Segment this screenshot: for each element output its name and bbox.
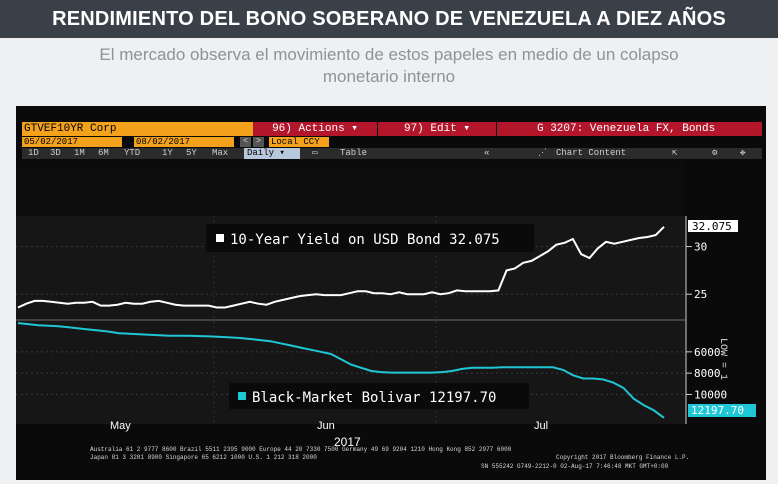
yield-30-tick-label: 30 bbox=[694, 241, 707, 254]
bolivar-6000-tick-label: 6000 bbox=[694, 346, 721, 359]
yield-last-value: 32.075 bbox=[692, 220, 732, 233]
month-label-jun: Jun bbox=[317, 420, 335, 432]
graph-title: G 3207: Venezuela FX, Bonds bbox=[497, 122, 762, 136]
range-1d[interactable]: 1D bbox=[28, 148, 39, 158]
blank-chart-band bbox=[16, 161, 686, 216]
settings-gear-icon[interactable]: ⚙ bbox=[712, 148, 718, 158]
period-select[interactable]: Daily ▾ bbox=[244, 148, 300, 159]
yield-legend-swatch bbox=[216, 234, 224, 242]
range-ytd[interactable]: YTD bbox=[124, 148, 141, 158]
options-icon[interactable]: ✥ bbox=[740, 148, 746, 158]
yield-legend-label: 10-Year Yield on USD Bond 32.075 bbox=[230, 232, 500, 248]
subtitle-line-1: El mercado observa el movimiento de esto… bbox=[99, 45, 679, 64]
expand-icon[interactable]: ⇱ bbox=[672, 148, 678, 158]
range-1m[interactable]: 1M bbox=[74, 148, 85, 158]
yield-last-value-badge bbox=[688, 220, 738, 232]
chart-type-icon[interactable]: ▭ bbox=[312, 148, 318, 158]
bolivar-legend-swatch bbox=[238, 392, 246, 400]
range-3d[interactable]: 3D bbox=[50, 148, 61, 158]
edit-menu[interactable]: 97) Edit ▾ bbox=[378, 122, 496, 136]
date-next-button[interactable]: > bbox=[253, 137, 264, 147]
month-label-may: May bbox=[110, 420, 131, 432]
terminal-top-bar: GTVEF10YR Corp 96) Actions ▾ 97) Edit ▾ … bbox=[22, 122, 762, 136]
ticker-field[interactable]: GTVEF10YR Corp bbox=[22, 122, 253, 136]
bloomberg-terminal: GTVEF10YR Corp 96) Actions ▾ 97) Edit ▾ … bbox=[16, 106, 766, 480]
bolivar-legend-label: Black-Market Bolivar 12197.70 bbox=[252, 390, 496, 406]
bolivar-axis-ticks: 6000 8000 10000 bbox=[686, 346, 727, 401]
yield-legend-box bbox=[206, 224, 534, 252]
chart-content-button[interactable]: Chart Content bbox=[556, 148, 627, 158]
actions-menu[interactable]: 96) Actions ▾ bbox=[253, 122, 377, 136]
headline: RENDIMIENTO DEL BONO SOBERANO DE VENEZUE… bbox=[0, 0, 778, 38]
range-5y[interactable]: 5Y bbox=[186, 148, 197, 158]
subtitle: El mercado observa el movimiento de esto… bbox=[0, 44, 778, 88]
bolivar-series-line bbox=[17, 322, 665, 419]
currency-select[interactable]: Local CCY bbox=[269, 137, 329, 147]
date-bar: 05/02/2017 08/02/2017 < > Local CCY bbox=[22, 136, 762, 148]
yield-25-tick-label: 25 bbox=[694, 288, 707, 301]
low-label: LOW = 1 bbox=[717, 338, 728, 381]
table-button[interactable]: Table bbox=[340, 148, 368, 158]
bolivar-legend-box bbox=[229, 383, 529, 409]
bolivar-last-value: 12197.70 bbox=[691, 404, 744, 417]
footer-phones-1: Australia 61 2 9777 8600 Brazil 5511 239… bbox=[90, 446, 512, 453]
range-1y[interactable]: 1Y bbox=[162, 148, 173, 158]
range-max[interactable]: Max bbox=[212, 148, 229, 158]
range-bar: 1D 3D 1M 6M YTD 1Y 5Y Max Daily ▾ ▭ Tabl… bbox=[22, 148, 762, 159]
bolivar-10000-tick-label: 10000 bbox=[694, 388, 727, 401]
start-date-field[interactable]: 05/02/2017 bbox=[22, 137, 122, 147]
end-date-field[interactable]: 08/02/2017 bbox=[134, 137, 234, 147]
bolivar-last-value-badge bbox=[688, 404, 756, 417]
date-prev-button[interactable]: < bbox=[240, 137, 251, 147]
footer-copyright: Copyright 2017 Bloomberg Finance L.P. bbox=[556, 454, 690, 461]
chart-content-icon[interactable]: ⋰ bbox=[538, 148, 547, 158]
yield-series-line bbox=[17, 226, 665, 309]
yield-axis-ticks: 25 30 bbox=[686, 241, 707, 301]
subtitle-line-2: monetario interno bbox=[322, 67, 456, 86]
year-label: 2017 bbox=[334, 435, 361, 449]
collapse-icon[interactable]: « bbox=[484, 148, 490, 158]
range-6m[interactable]: 6M bbox=[98, 148, 109, 158]
bolivar-8000-tick-label: 8000 bbox=[694, 367, 721, 380]
footer-phones-2: Japan 81 3 3201 8900 Singapore 65 6212 1… bbox=[90, 454, 317, 461]
month-label-jul: Jul bbox=[534, 420, 548, 432]
chart-area: 25 30 6000 8000 10000 10-Year Yield on USD … bbox=[16, 161, 756, 432]
footer-session: SN 555242 G749-2212-0 02-Aug-17 7:46:48 … bbox=[481, 463, 669, 470]
